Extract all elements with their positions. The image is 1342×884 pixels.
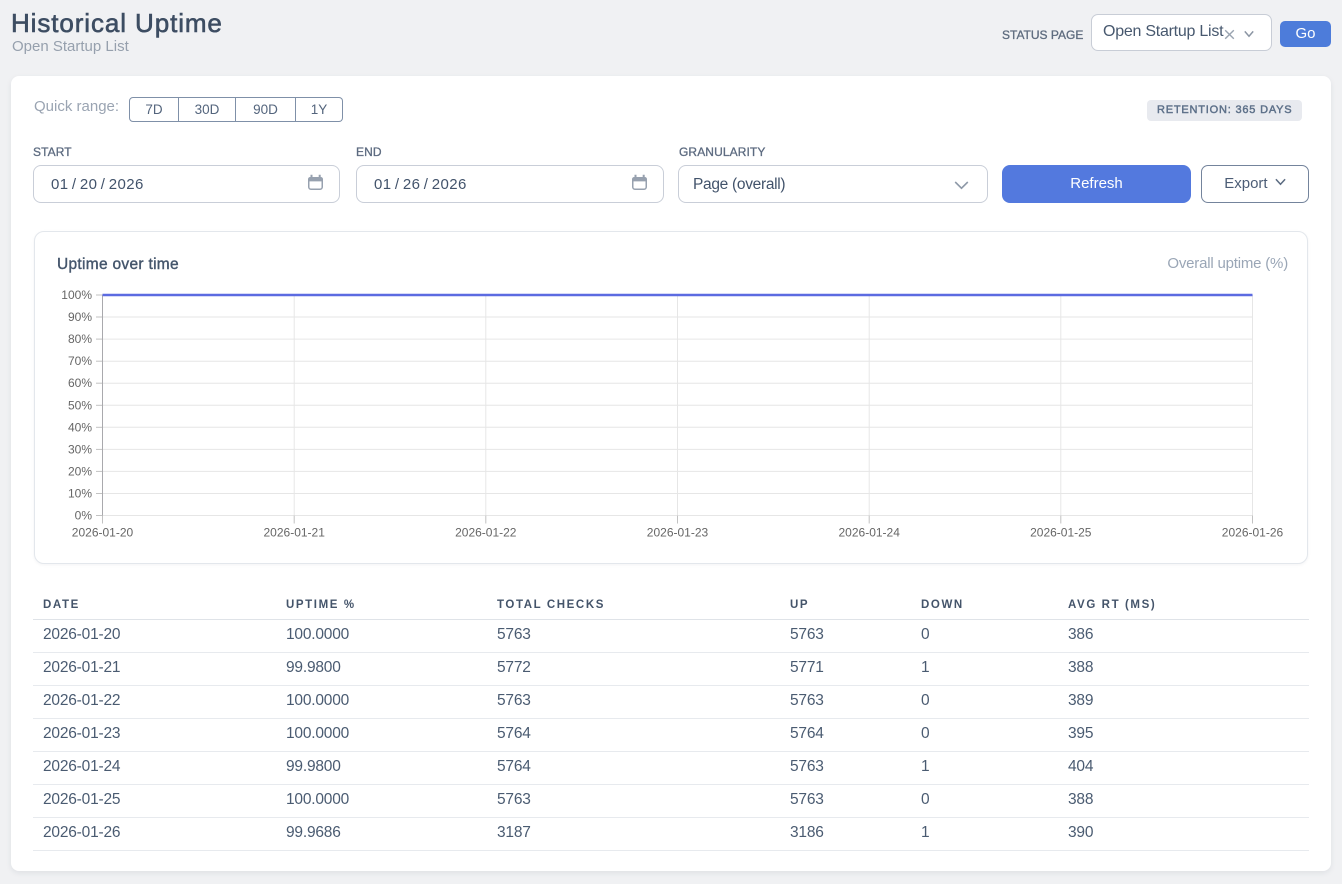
svg-text:60%: 60% bbox=[68, 376, 92, 390]
svg-text:30%: 30% bbox=[68, 442, 92, 456]
svg-text:100%: 100% bbox=[61, 288, 92, 302]
svg-text:80%: 80% bbox=[68, 332, 92, 346]
svg-text:0%: 0% bbox=[75, 509, 93, 523]
svg-text:2026-01-26: 2026-01-26 bbox=[1222, 526, 1284, 540]
svg-text:10%: 10% bbox=[68, 487, 92, 501]
svg-text:2026-01-23: 2026-01-23 bbox=[647, 526, 709, 540]
svg-text:50%: 50% bbox=[68, 398, 92, 412]
svg-text:90%: 90% bbox=[68, 310, 92, 324]
svg-text:40%: 40% bbox=[68, 420, 92, 434]
svg-text:2026-01-21: 2026-01-21 bbox=[264, 526, 326, 540]
svg-text:20%: 20% bbox=[68, 464, 92, 478]
svg-text:2026-01-20: 2026-01-20 bbox=[72, 526, 134, 540]
svg-text:2026-01-25: 2026-01-25 bbox=[1030, 526, 1092, 540]
svg-text:2026-01-24: 2026-01-24 bbox=[839, 526, 901, 540]
svg-text:2026-01-22: 2026-01-22 bbox=[455, 526, 517, 540]
svg-text:70%: 70% bbox=[68, 354, 92, 368]
